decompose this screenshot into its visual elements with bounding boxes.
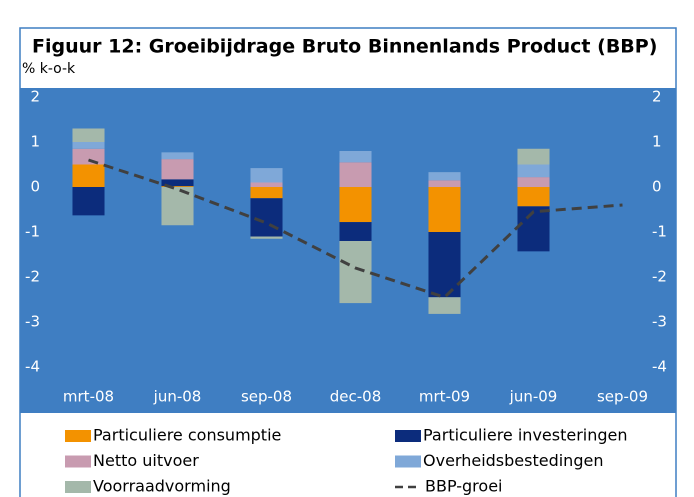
y-tick-label: -4: [25, 358, 40, 376]
bar-segment: [339, 162, 372, 187]
legend-swatch: [395, 455, 421, 468]
y-tick-label: 1: [30, 133, 40, 151]
y-tick-label: -1: [25, 223, 40, 241]
y2-tick-label: -3: [652, 313, 667, 331]
bar-segment: [428, 232, 461, 298]
y2-tick-label: 0: [652, 178, 662, 196]
chart-subtitle: % k-o-k: [22, 61, 76, 77]
y-tick-label: -2: [25, 268, 40, 286]
y-tick-label: -3: [25, 313, 40, 331]
bar-segment: [72, 148, 105, 165]
x-tick-label: mrt-08: [63, 388, 114, 406]
bar-segment: [517, 148, 550, 165]
bar-segment: [161, 179, 194, 187]
bar-segment: [339, 151, 372, 163]
x-tick-label: sep-09: [597, 388, 648, 406]
legend-swatch: [395, 430, 421, 442]
legend-label: Voorraadvorming: [93, 477, 231, 496]
bar-segment: [428, 180, 461, 187]
legend-label: Particuliere consumptie: [93, 426, 281, 445]
bar-segment: [72, 164, 105, 187]
legend-swatch: [65, 481, 91, 493]
y2-tick-label: -4: [652, 358, 667, 376]
bar-segment: [72, 187, 105, 216]
legend-label: Netto uitvoer: [93, 451, 199, 470]
bar-segment: [517, 187, 550, 207]
bar-segment: [339, 222, 372, 241]
bar-segment: [517, 177, 550, 187]
bar-segment: [72, 142, 105, 149]
bar-segment: [250, 182, 283, 187]
x-tick-label: sep-08: [241, 388, 292, 406]
legend-swatch: [65, 455, 91, 468]
bar-segment: [517, 206, 550, 252]
bar-segment: [339, 241, 372, 304]
bar-segment: [250, 187, 283, 199]
bar-segment: [428, 172, 461, 181]
y2-tick-label: 1: [652, 133, 662, 151]
bar-segment: [250, 168, 283, 183]
chart-title: Figuur 12: Groeibijdrage Bruto Binnenlan…: [32, 36, 657, 58]
legend-label: Particuliere investeringen: [423, 426, 628, 445]
bar-segment: [517, 164, 550, 178]
bar-segment: [161, 159, 194, 180]
legend-label: Overheidsbestedingen: [423, 451, 603, 470]
y2-tick-label: 2: [652, 88, 662, 106]
x-tick-label: mrt-09: [419, 388, 470, 406]
bar-segment: [161, 152, 194, 160]
line-series: [88, 158, 623, 299]
y-tick-label: 2: [30, 88, 40, 106]
bar-segment: [72, 128, 105, 142]
x-tick-label: jun-09: [509, 388, 558, 406]
bar-segment: [161, 186, 194, 187]
y2-tick-label: -2: [652, 268, 667, 286]
x-tick-label: dec-08: [330, 388, 382, 406]
y-tick-label: 0: [30, 178, 40, 196]
bar-segment: [428, 297, 461, 314]
legend-swatch: [65, 430, 91, 442]
bar-segment: [339, 187, 372, 223]
bar-segment: [250, 236, 283, 239]
y2-tick-label: -1: [652, 223, 667, 241]
bar-segment: [428, 187, 461, 232]
legend-label: BBP-groei: [425, 477, 502, 496]
x-tick-label: jun-08: [153, 388, 202, 406]
